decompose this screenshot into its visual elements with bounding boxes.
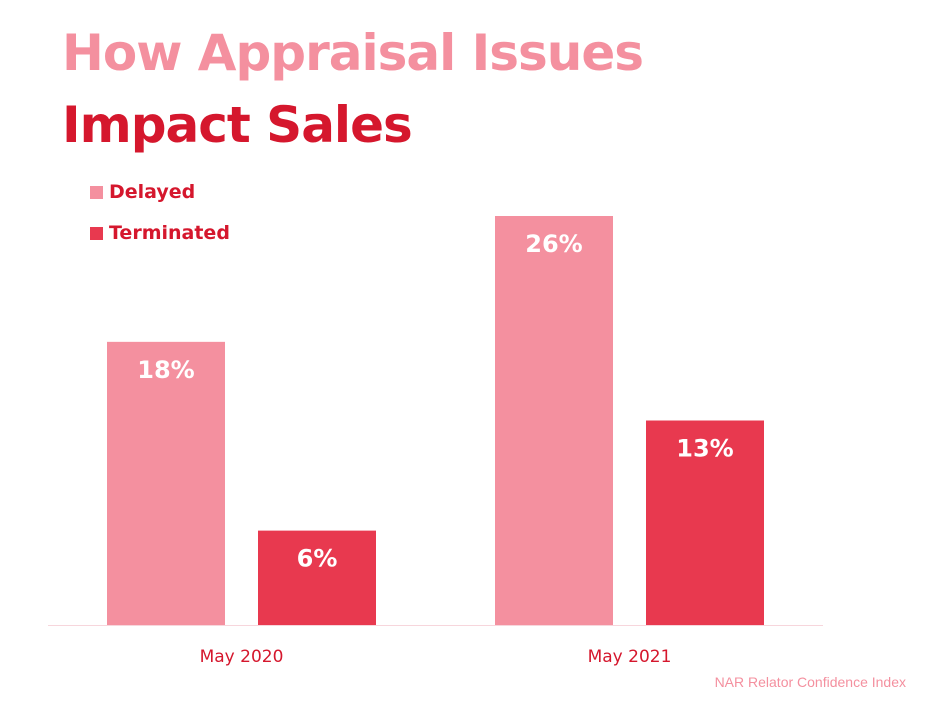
chart-title-line-1: How Appraisal Issues (62, 24, 644, 82)
x-tick-label-1: May 2021 (588, 647, 672, 667)
bar-delayed-1 (495, 216, 613, 625)
chart-legend: Delayed Terminated (90, 180, 230, 262)
source-note: NAR Relator Confidence Index (714, 674, 906, 690)
legend-swatch-terminated (90, 226, 103, 240)
bar-terminated-1 (646, 420, 764, 625)
legend-label-delayed: Delayed (109, 181, 196, 203)
bar-terminated-0 (258, 530, 376, 625)
bar-delayed-0 (107, 341, 225, 625)
x-tick-label-0: May 2020 (200, 647, 284, 667)
data-label-terminated-0: 6% (297, 545, 338, 573)
chart-title-line-2: Impact Sales (62, 96, 413, 154)
legend-item-delayed: Delayed (90, 180, 230, 204)
legend-label-terminated: Terminated (109, 222, 230, 244)
legend-item-terminated: Terminated (90, 221, 230, 245)
legend-swatch-delayed (90, 185, 103, 199)
data-label-terminated-1: 13% (676, 435, 733, 463)
data-label-delayed-1: 26% (525, 230, 582, 258)
data-label-delayed-0: 18% (137, 356, 194, 384)
